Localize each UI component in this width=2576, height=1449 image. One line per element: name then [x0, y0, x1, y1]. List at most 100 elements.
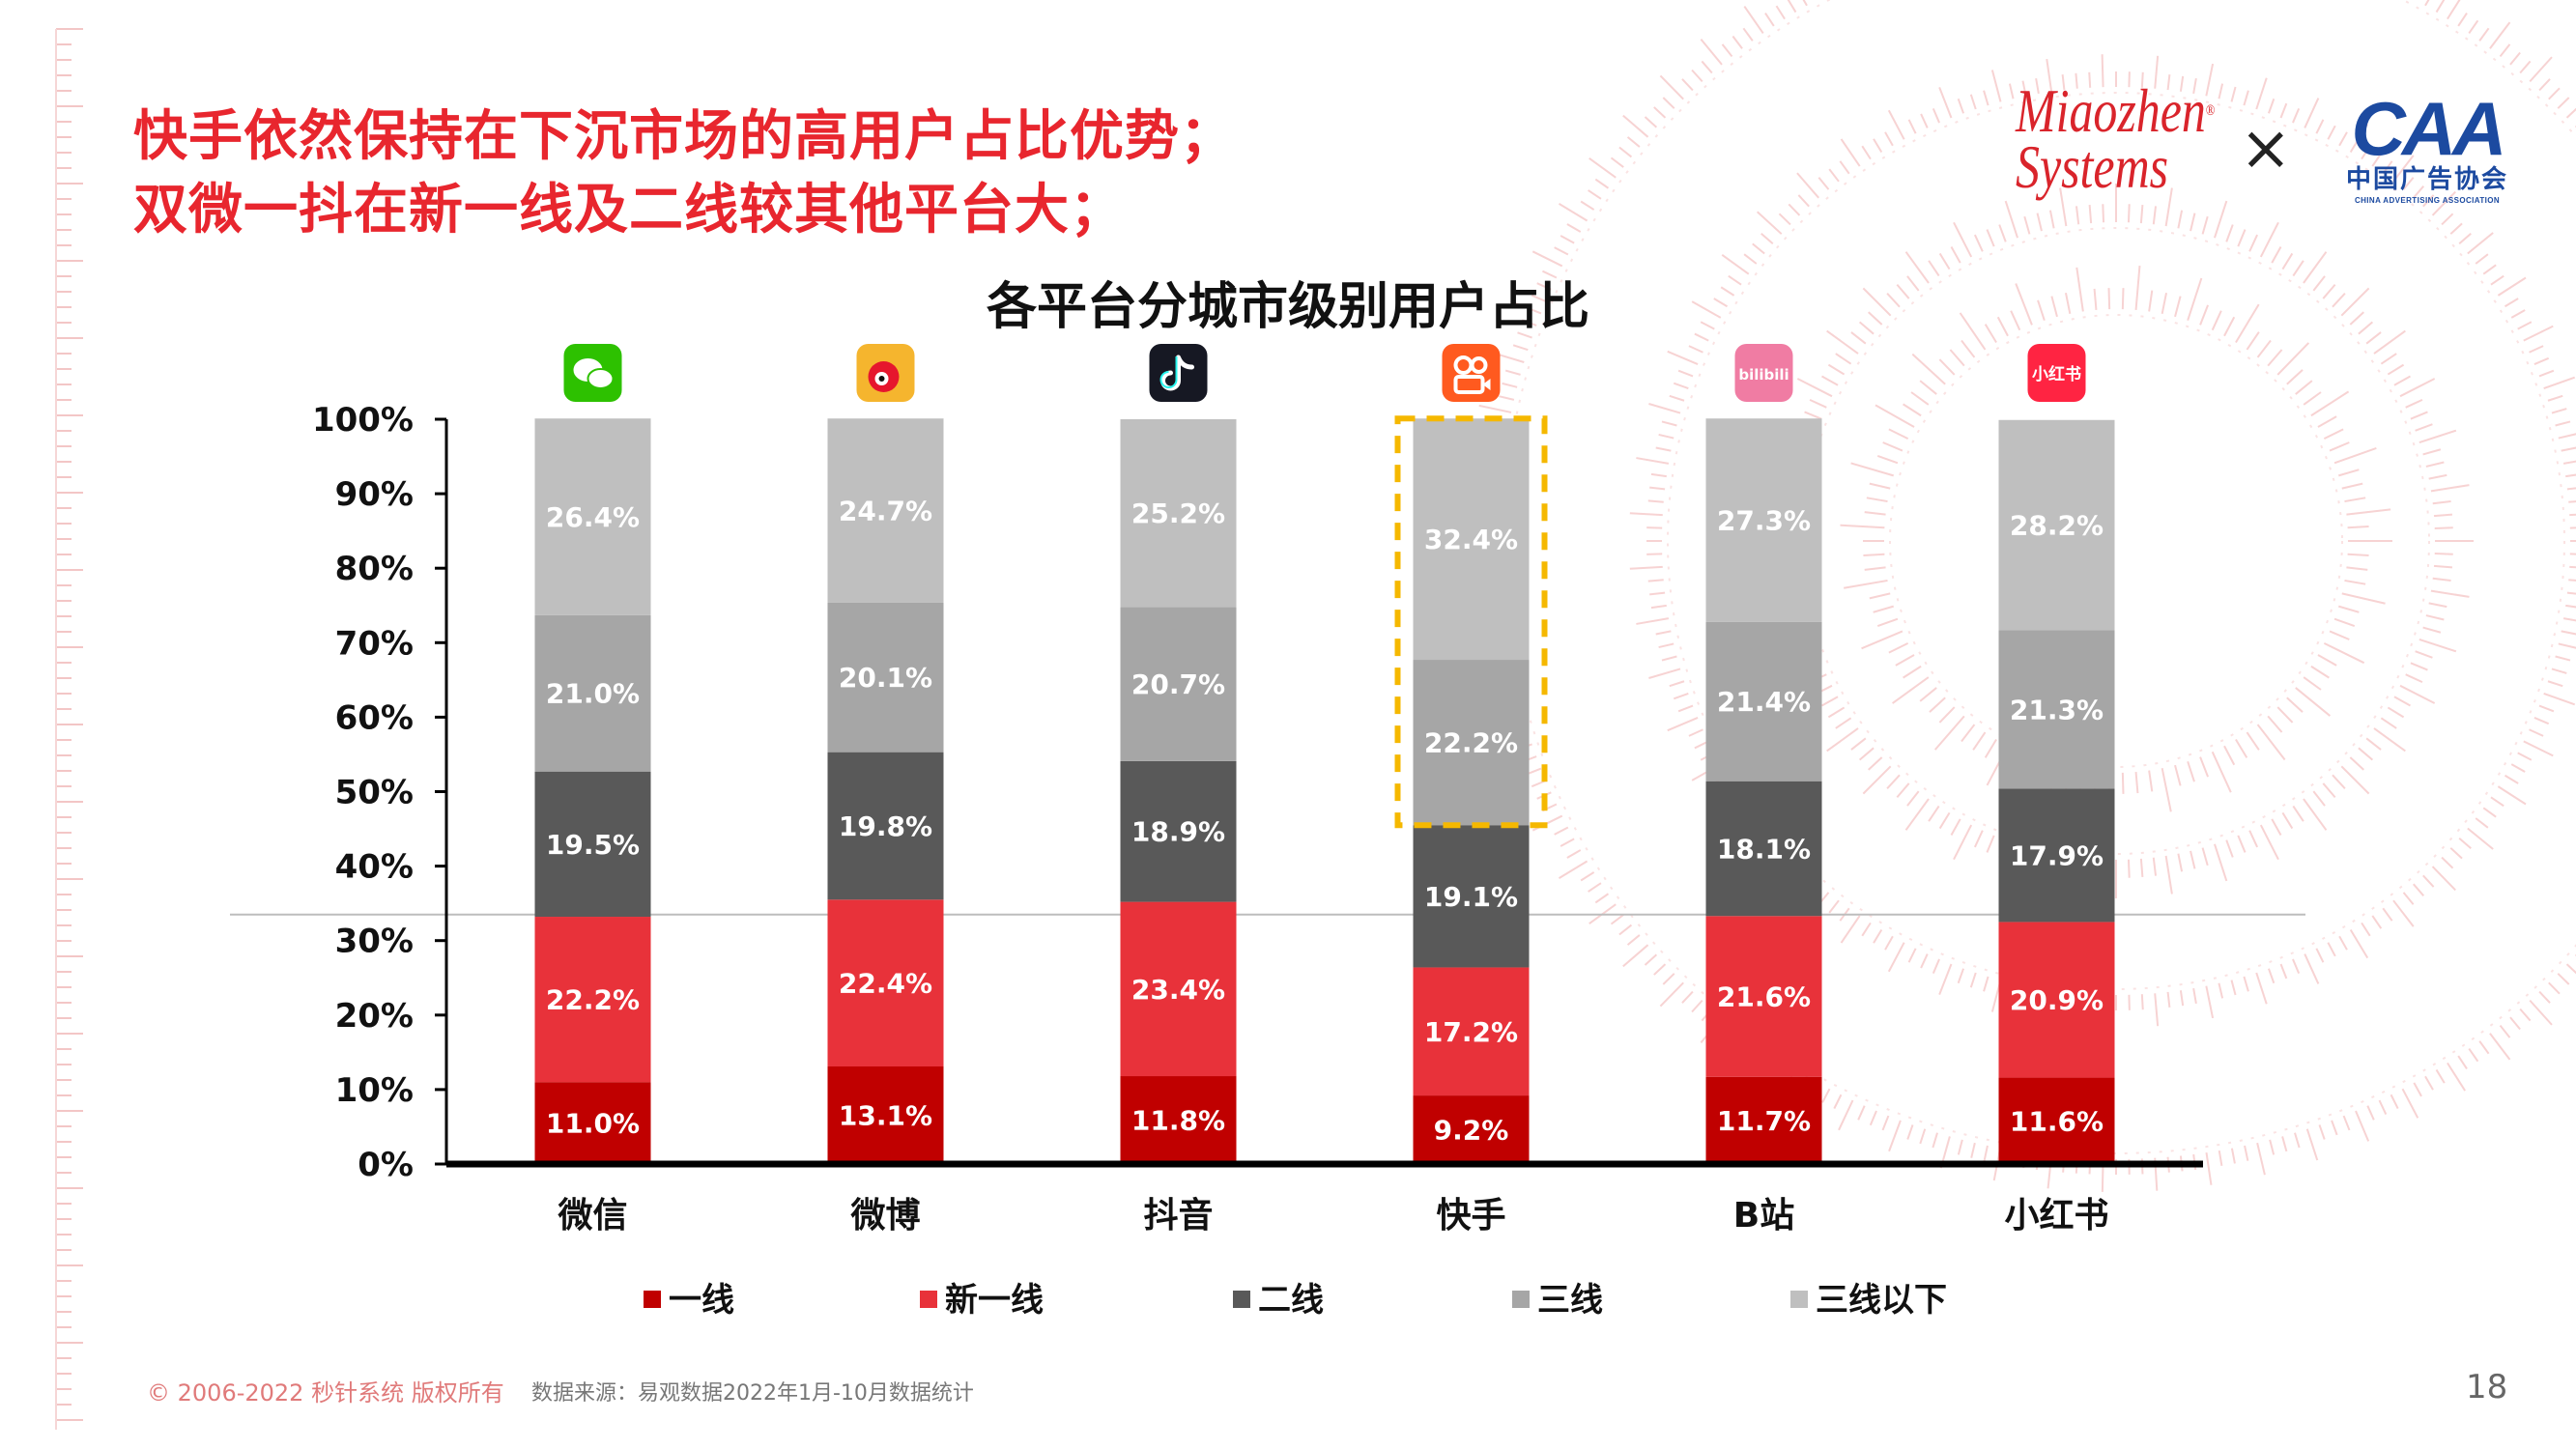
ring-tick — [2179, 990, 2185, 1007]
ring-tick — [2380, 717, 2397, 729]
ring-tick — [2075, 267, 2084, 312]
ring-tick — [2211, 310, 2222, 331]
ring-tick — [1721, 253, 1750, 275]
ring-tick — [1688, 728, 1703, 737]
ring-tick — [2341, 592, 2386, 605]
data-label: 22.2% — [1424, 727, 1518, 759]
ring-tick — [2371, 153, 2383, 167]
ring-tick — [2279, 102, 2288, 119]
ring-tick — [1886, 774, 1901, 789]
ring-tick — [2555, 420, 2571, 427]
ring-tick — [2199, 756, 2209, 778]
ring-tick — [1661, 420, 1677, 427]
ring-tick — [2547, 680, 2563, 688]
ring-tick — [1873, 138, 1883, 154]
ring-tick — [1920, 113, 1929, 128]
ring-tick — [2021, 80, 2027, 97]
y-tick-label: 20% — [335, 997, 414, 1036]
ring-tick — [2174, 296, 2182, 318]
ring-tick — [1928, 805, 1940, 822]
ring-tick — [2303, 676, 2322, 691]
ring-tick — [2387, 706, 2405, 719]
ring-tick — [2218, 83, 2224, 99]
ring-tick — [1742, 27, 1754, 42]
ring-tick — [2523, 740, 2554, 757]
ring-tick — [2187, 277, 2203, 322]
ring-tick — [1796, 378, 1833, 398]
ring-tick — [2447, 0, 2461, 20]
ring-tick — [2457, 1055, 2468, 1069]
miaozhen-logo-text-1: Miaozhen — [2016, 76, 2206, 145]
ring-tick — [2543, 693, 2576, 706]
ring-tick — [1521, 319, 1537, 327]
ring-tick — [2235, 739, 2248, 758]
chart-title: 各平台分城市级别用户占比 — [986, 278, 1589, 336]
bar-segment — [1120, 901, 1237, 1077]
ring-tick — [1861, 630, 1903, 650]
data-label: 11.7% — [1717, 1105, 1811, 1137]
bar-segment — [534, 1082, 651, 1164]
ring-tick — [2569, 513, 2576, 517]
ring-tick — [1983, 90, 1989, 106]
ring-tick — [1757, 211, 1783, 235]
data-label: 26.4% — [546, 501, 640, 533]
ring-tick — [1827, 363, 1846, 376]
ring-tick — [2422, 448, 2442, 456]
bar-stack-1 — [827, 418, 944, 1164]
x-tick-label: 微博 — [849, 1196, 920, 1236]
bar-segment — [534, 418, 651, 615]
camera-play — [1482, 379, 1491, 390]
ring-tick — [1764, 13, 1775, 27]
ring-tick — [1873, 928, 1883, 944]
ring-tick — [1864, 511, 1886, 516]
ring-tick — [1888, 641, 1909, 654]
ring-tick — [1835, 717, 1852, 729]
ring-tick — [2127, 204, 2131, 223]
ring-tick — [2490, 274, 2504, 286]
legend-swatch — [644, 1291, 661, 1308]
legend-item: 三线 — [1512, 1281, 1603, 1320]
ring-tick — [1920, 953, 1929, 969]
ring-tick — [2269, 1139, 2275, 1155]
ring-tick — [1760, 232, 1774, 244]
ring-tick — [2482, 264, 2497, 275]
ring-tick — [1662, 97, 1675, 109]
ring-tick — [2519, 1008, 2532, 1022]
ring-tick — [2246, 731, 2260, 751]
ring-tick — [2061, 74, 2066, 91]
ring-tick — [2121, 772, 2125, 794]
icon-background — [2027, 344, 2086, 402]
ring-tick — [2529, 728, 2544, 737]
ring-tick — [1629, 565, 1663, 570]
ring-tick — [2315, 948, 2325, 963]
ring-tick — [2349, 123, 2369, 154]
ring-tick — [2187, 760, 2195, 782]
ring-tick — [2510, 763, 2526, 773]
bar-segment — [1998, 922, 2115, 1078]
ring-tick — [2558, 433, 2576, 440]
y-tick-label: 70% — [335, 624, 414, 663]
ring-tick — [1669, 680, 1685, 688]
ring-tick — [2201, 847, 2209, 867]
ring-tick — [2529, 999, 2553, 1026]
ring-tick — [2422, 194, 2435, 208]
y-tick-label: 50% — [335, 774, 414, 812]
ring-tick — [2432, 499, 2451, 505]
times-icon: × — [2240, 113, 2292, 185]
ring-tick — [2393, 375, 2411, 386]
ring-tick — [2023, 215, 2031, 235]
ring-tick — [2295, 380, 2313, 395]
ring-tick — [2449, 847, 2463, 860]
headline: 快手依然保持在下沉市场的高用户占比优势； 双微一抖在新一线及二线较其他平台大； — [133, 100, 1235, 247]
legend-item: 二线 — [1233, 1281, 1324, 1320]
ring-tick — [2139, 204, 2144, 224]
ring-tick — [1888, 428, 1909, 440]
ring-tick — [1653, 963, 1667, 976]
ring-tick — [1728, 274, 1742, 286]
ring-tick — [1866, 497, 1888, 503]
ring-tick — [1644, 116, 1658, 128]
ring-tick — [2358, 747, 2374, 761]
ring-tick — [2419, 639, 2457, 653]
ring-tick — [1984, 324, 1997, 343]
